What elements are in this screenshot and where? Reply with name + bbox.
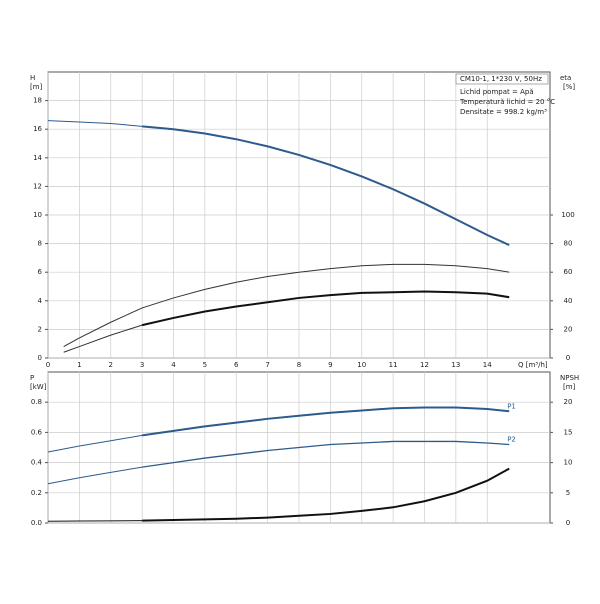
- y-tick-label: 14: [33, 154, 42, 162]
- x-tick-label: 10: [357, 361, 366, 369]
- x-tick-label: 4: [171, 361, 176, 369]
- curve: [142, 440, 510, 468]
- y-tick-label: 12: [33, 182, 42, 190]
- curve: [141, 290, 510, 327]
- y-tick-label: 0.2: [31, 489, 42, 497]
- info-text: Lichid pompat = Apă: [460, 88, 534, 96]
- curve: [47, 466, 143, 485]
- curve: [47, 520, 143, 522]
- info-text: CM10-1, 1*230 V, 50Hz: [460, 75, 542, 83]
- x-tick-label: 14: [483, 361, 492, 369]
- y2-tick-label: 20: [564, 398, 573, 406]
- curve: [63, 324, 143, 353]
- y-tick-label: 0: [38, 354, 42, 362]
- x-tick-label: 7: [265, 361, 269, 369]
- y-tick-label: 6: [38, 268, 43, 276]
- x-tick-label: 12: [420, 361, 429, 369]
- x-tick-label: 3: [140, 361, 144, 369]
- curve: [63, 263, 510, 347]
- y2-tick-label: 0: [566, 354, 570, 362]
- x-tick-label: 13: [451, 361, 460, 369]
- y-tick-label: 0.8: [31, 398, 42, 406]
- x-tick-label: 5: [203, 361, 207, 369]
- info-text: Densitate = 998.2 kg/m³: [460, 108, 547, 116]
- y2-tick-label: 10: [564, 459, 573, 467]
- y2-tick-label: 0: [566, 519, 570, 527]
- x-tick-label: 0: [46, 361, 50, 369]
- info-text: Temperatură lichid = 20 °C: [459, 98, 555, 106]
- curve: [47, 120, 143, 127]
- x-tick-label: 8: [297, 361, 301, 369]
- info-box: [455, 73, 549, 85]
- y-tick-label: 2: [38, 325, 42, 333]
- y-axis-label: P: [30, 374, 34, 382]
- curve: [142, 467, 510, 522]
- curve-label: P1: [507, 402, 516, 410]
- curve: [142, 125, 510, 246]
- y-tick-label: 10: [33, 211, 42, 219]
- x-tick-label: 2: [109, 361, 113, 369]
- y-axis-unit: [m]: [30, 83, 43, 91]
- y-tick-label: 4: [38, 297, 43, 305]
- y-tick-label: 0.6: [31, 428, 43, 436]
- x-tick-label: 11: [389, 361, 398, 369]
- curve: [47, 434, 143, 453]
- y2-tick-label: 100: [561, 211, 574, 219]
- y-axis-unit: [kW]: [30, 383, 47, 391]
- y-tick-label: 8: [38, 240, 42, 248]
- y-tick-label: 18: [33, 97, 42, 105]
- curve: [141, 406, 510, 437]
- y2-tick-label: 60: [564, 268, 573, 276]
- y2-axis-unit: [%]: [563, 83, 575, 91]
- y2-axis-label: eta: [560, 74, 571, 82]
- y2-tick-label: 40: [564, 297, 573, 305]
- x-tick-label: 9: [328, 361, 332, 369]
- y2-axis-unit: [m]: [563, 383, 576, 391]
- y2-tick-label: 15: [564, 428, 573, 436]
- y-tick-label: 0.4: [31, 459, 43, 467]
- curve-label: P2: [507, 435, 516, 443]
- y2-tick-label: 80: [564, 240, 573, 248]
- y-tick-label: 16: [33, 125, 42, 133]
- y-tick-label: 0.0: [31, 519, 42, 527]
- y2-axis-label: NPSH: [560, 374, 579, 382]
- x-axis-label: Q [m³/h]: [518, 361, 548, 369]
- y2-tick-label: 5: [566, 489, 570, 497]
- x-tick-label: 1: [77, 361, 81, 369]
- x-tick-label: 6: [234, 361, 239, 369]
- y2-tick-label: 20: [564, 325, 573, 333]
- y-axis-label: H: [30, 74, 35, 82]
